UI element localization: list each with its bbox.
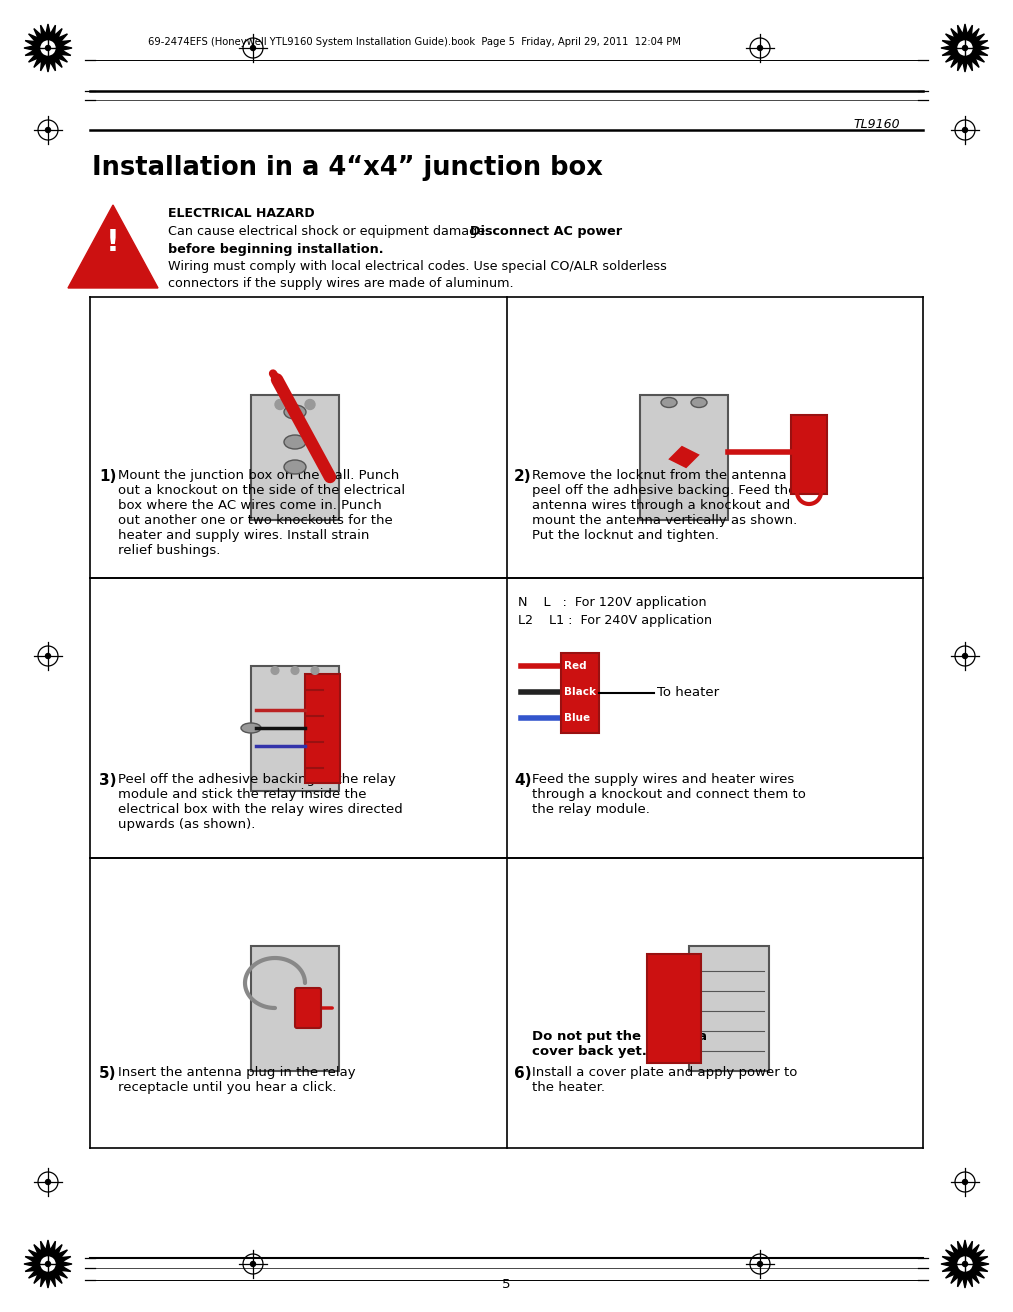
Circle shape xyxy=(291,666,299,674)
Polygon shape xyxy=(941,1240,989,1288)
Polygon shape xyxy=(941,24,989,72)
Ellipse shape xyxy=(241,723,261,733)
Circle shape xyxy=(250,46,255,50)
Text: Blue: Blue xyxy=(564,712,591,723)
Polygon shape xyxy=(24,1240,72,1288)
Polygon shape xyxy=(670,447,698,467)
Circle shape xyxy=(311,666,319,674)
Text: L2    L1 :  For 240V application: L2 L1 : For 240V application xyxy=(518,614,712,627)
FancyBboxPatch shape xyxy=(689,946,769,1071)
Text: Disconnect AC power: Disconnect AC power xyxy=(470,224,622,237)
Text: Feed the supply wires and heater wires
through a knockout and connect them to
th: Feed the supply wires and heater wires t… xyxy=(532,773,806,816)
FancyBboxPatch shape xyxy=(791,415,827,495)
Circle shape xyxy=(758,46,763,50)
Text: 2): 2) xyxy=(514,468,532,484)
Circle shape xyxy=(46,1262,51,1266)
Text: To heater: To heater xyxy=(657,686,719,699)
Text: 5): 5) xyxy=(99,1065,116,1081)
Ellipse shape xyxy=(691,398,707,408)
FancyBboxPatch shape xyxy=(295,988,321,1029)
Circle shape xyxy=(962,653,967,659)
Text: connectors if the supply wires are made of aluminum.: connectors if the supply wires are made … xyxy=(168,277,514,290)
Text: 5: 5 xyxy=(501,1278,511,1291)
Circle shape xyxy=(958,41,972,55)
FancyBboxPatch shape xyxy=(251,946,339,1071)
Polygon shape xyxy=(24,24,72,72)
Circle shape xyxy=(271,666,279,674)
Text: Black: Black xyxy=(564,687,596,697)
Circle shape xyxy=(46,653,51,659)
Circle shape xyxy=(962,1179,967,1185)
Text: Installation in a 4“x4” junction box: Installation in a 4“x4” junction box xyxy=(92,155,603,181)
Text: 3): 3) xyxy=(99,773,116,789)
Circle shape xyxy=(758,1262,763,1266)
Circle shape xyxy=(46,127,51,133)
Text: Peel off the adhesive backing of the relay
module and stick the relay inside the: Peel off the adhesive backing of the rel… xyxy=(118,773,403,830)
Text: Can cause electrical shock or equipment damage.: Can cause electrical shock or equipment … xyxy=(168,224,493,237)
Circle shape xyxy=(41,1257,55,1271)
Circle shape xyxy=(250,1262,255,1266)
Text: 6): 6) xyxy=(514,1065,532,1081)
Text: Wiring must comply with local electrical codes. Use special CO/ALR solderless: Wiring must comply with local electrical… xyxy=(168,260,667,273)
Ellipse shape xyxy=(284,461,306,474)
Text: N    L   :  For 120V application: N L : For 120V application xyxy=(518,596,707,609)
Text: 69-2474EFS (Honeywell YTL9160 System Installation Guide).book  Page 5  Friday, A: 69-2474EFS (Honeywell YTL9160 System Ins… xyxy=(148,37,681,47)
FancyBboxPatch shape xyxy=(305,673,340,782)
Text: Do not put the antenna
cover back yet.: Do not put the antenna cover back yet. xyxy=(532,1030,707,1057)
Text: before beginning installation.: before beginning installation. xyxy=(168,243,384,256)
Text: 1): 1) xyxy=(99,468,116,484)
FancyBboxPatch shape xyxy=(251,665,339,791)
Text: 4): 4) xyxy=(514,773,532,789)
Ellipse shape xyxy=(284,405,306,419)
Circle shape xyxy=(962,1262,967,1266)
Ellipse shape xyxy=(284,436,306,449)
Polygon shape xyxy=(68,205,158,289)
Circle shape xyxy=(46,46,51,50)
Circle shape xyxy=(305,399,315,409)
FancyBboxPatch shape xyxy=(561,653,599,733)
Circle shape xyxy=(275,399,285,409)
FancyBboxPatch shape xyxy=(640,395,728,520)
Circle shape xyxy=(41,41,55,55)
FancyBboxPatch shape xyxy=(251,395,339,520)
Text: Insert the antenna plug in the relay
receptacle until you hear a click.: Insert the antenna plug in the relay rec… xyxy=(118,1065,356,1094)
FancyBboxPatch shape xyxy=(647,954,701,1063)
Text: !: ! xyxy=(106,228,120,257)
Text: TL9160: TL9160 xyxy=(853,118,900,131)
Circle shape xyxy=(962,127,967,133)
Circle shape xyxy=(958,1257,972,1271)
Circle shape xyxy=(962,46,967,50)
Circle shape xyxy=(46,1179,51,1185)
Ellipse shape xyxy=(661,398,677,408)
Text: Red: Red xyxy=(564,661,587,670)
Text: Install a cover plate and apply power to
the heater.: Install a cover plate and apply power to… xyxy=(532,1065,797,1094)
Text: ELECTRICAL HAZARD: ELECTRICAL HAZARD xyxy=(168,207,315,220)
Text: Mount the junction box on the wall. Punch
out a knockout on the side of the elec: Mount the junction box on the wall. Punc… xyxy=(118,468,405,558)
Text: Remove the locknut from the antenna and
peel off the adhesive backing. Feed the
: Remove the locknut from the antenna and … xyxy=(532,468,816,542)
